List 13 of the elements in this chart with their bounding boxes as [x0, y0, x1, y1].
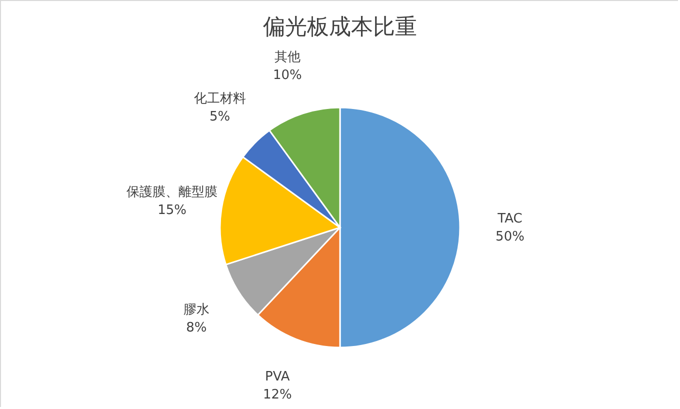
slice-label: 化工材料 — [194, 91, 246, 106]
data-label: 10% — [273, 68, 302, 83]
slice-label: TAC — [496, 212, 522, 226]
data-label: 8% — [186, 320, 207, 336]
slice-label: 膠水 — [183, 302, 210, 318]
data-label: 15% — [158, 202, 187, 218]
slice-label: 保護膜、離型膜 — [126, 184, 218, 200]
data-label: 12% — [262, 388, 292, 403]
chart-title: 偏光板成本比重 — [263, 15, 417, 40]
slice-label: 其他 — [274, 50, 300, 65]
data-label: 5% — [209, 109, 230, 124]
slice-label: PVA — [265, 370, 290, 385]
data-label: 50% — [496, 230, 524, 244]
